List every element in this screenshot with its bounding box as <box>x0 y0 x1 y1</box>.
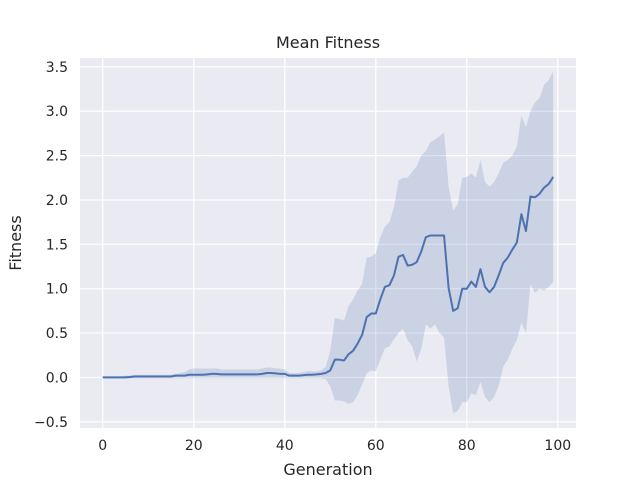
y-tick-label: 1.0 <box>46 282 68 298</box>
chart-title: Mean Fitness <box>276 33 380 52</box>
y-axis-label: Fitness <box>6 215 25 270</box>
y-tick-label: −0.5 <box>34 415 68 431</box>
y-tick-label: 2.5 <box>46 149 68 165</box>
plot-background <box>80 58 576 428</box>
confidence-band <box>102 71 554 413</box>
x-tick-labels: 0 20 40 60 80 100 <box>98 438 571 454</box>
x-tick-label: 0 <box>98 438 107 454</box>
x-tick-label: 80 <box>458 438 476 454</box>
y-tick-label: 0.0 <box>46 370 68 386</box>
x-tick-label: 20 <box>185 438 203 454</box>
x-axis-label: Generation <box>283 460 372 479</box>
y-tick-label: 0.5 <box>46 326 68 342</box>
y-tick-labels: −0.5 0.0 0.5 1.0 1.5 2.0 2.5 3.0 3.5 <box>34 60 68 431</box>
y-tick-label: 1.5 <box>46 237 68 253</box>
y-tick-label: 2.0 <box>46 193 68 209</box>
mean-fitness-line <box>102 176 555 379</box>
y-tick-label: 3.0 <box>46 104 68 120</box>
x-tick-label: 100 <box>544 438 571 454</box>
x-tick-label: 60 <box>367 438 385 454</box>
x-tick-label: 40 <box>276 438 294 454</box>
y-tick-label: 3.5 <box>46 60 68 76</box>
